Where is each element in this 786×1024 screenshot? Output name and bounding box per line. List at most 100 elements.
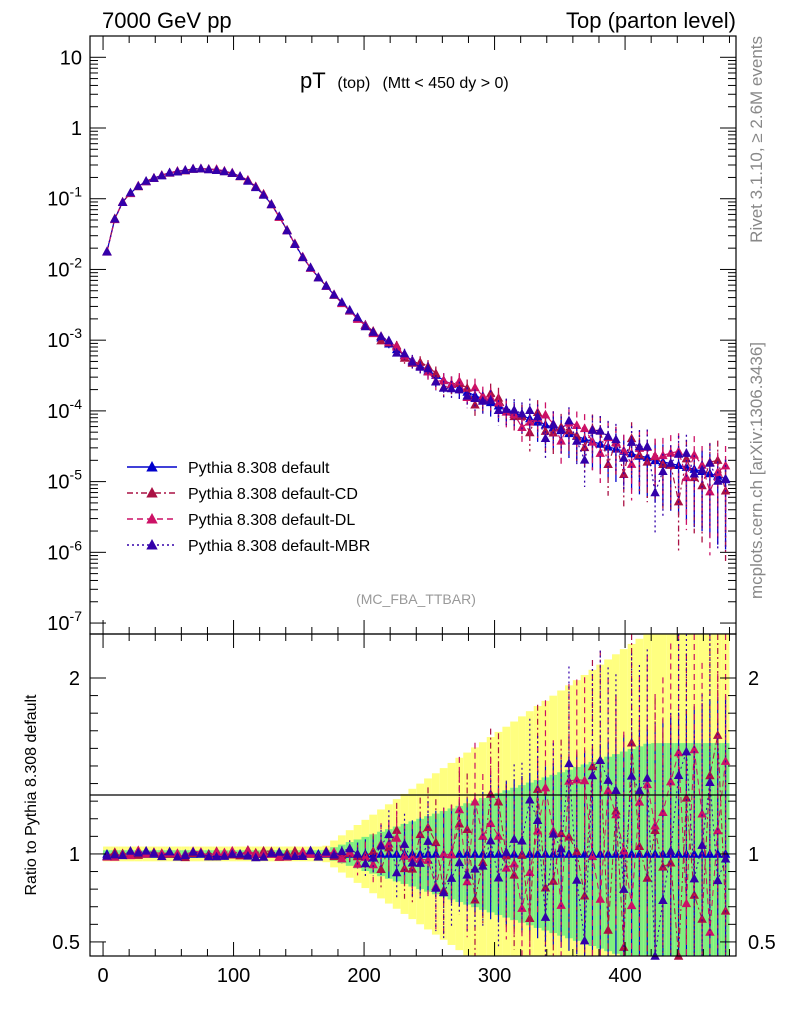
ratio-point-2-41 <box>423 855 433 864</box>
legend-entry-3: Pythia 8.308 default-MBR <box>188 538 370 555</box>
ratio-point-3-59 <box>564 758 574 768</box>
ratio-point-3-7 <box>157 851 167 861</box>
data-point-3-23 <box>282 225 292 235</box>
ratio-point-1-67 <box>626 737 637 747</box>
ratio-plot: 0.5 0.5 1 1 2 2 0 100 200 300 400 <box>52 633 776 987</box>
ratio-ytick-label-left: 2 <box>69 668 80 690</box>
ratio-point-3-36 <box>384 829 394 839</box>
legend-marker-0 <box>146 461 158 472</box>
ratio-point-2-3 <box>125 850 136 860</box>
ratio-point-3-23 <box>282 850 292 860</box>
plot-title-main: pT <box>300 68 325 93</box>
main-plot: 10 1 10-1 10-2 10-3 10-4 10-5 10-6 10-7 <box>47 35 737 635</box>
data-point-2-43 <box>438 375 449 385</box>
data-point-3-52 <box>509 404 519 414</box>
legend-entry-1: Pythia 8.308 default-CD <box>188 486 358 503</box>
ratio-point-3-39 <box>407 857 418 867</box>
data-point-3-38 <box>399 348 410 358</box>
main-ytick-label: 10-1 <box>47 184 82 211</box>
data-point-3-37 <box>391 347 402 357</box>
ratio-point-2-73 <box>673 747 684 757</box>
data-point-3-79 <box>720 474 731 484</box>
data-point-3-55 <box>532 411 543 421</box>
ratio-point-3-48 <box>478 860 488 870</box>
ratio-point-3-37 <box>391 867 402 877</box>
data-point-3-30 <box>337 297 347 306</box>
data-point-3-2 <box>117 197 128 206</box>
ratio-point-3-27 <box>313 851 324 861</box>
ratio-point-0-45 <box>454 848 465 858</box>
ratio-point-3-63 <box>595 755 606 765</box>
data-point-3-77 <box>705 458 715 467</box>
ratio-point-3-49 <box>485 835 496 845</box>
ratio-point-3-74 <box>681 746 692 756</box>
legend-entry-2: Pythia 8.308 default-DL <box>188 512 355 529</box>
ratio-point-3-4 <box>133 847 144 857</box>
data-point-2-75 <box>689 449 699 459</box>
ratio-point-3-13 <box>204 851 214 861</box>
ratio-ylabel: Ratio to Pythia 8.308 default <box>23 694 40 896</box>
ratio-point-3-19 <box>250 852 261 862</box>
ratio-point-1-35 <box>376 864 386 874</box>
data-point-0-69 <box>642 452 653 462</box>
plot-title-sub: (top) <box>337 75 370 92</box>
ratio-point-2-56 <box>540 782 551 792</box>
xtick-label: 200 <box>347 965 380 987</box>
ratio-point-3-38 <box>399 839 410 848</box>
mcplots-label: mcplots.cern.ch [arXiv:1306.3436] <box>747 342 766 599</box>
legend-marker-3 <box>146 539 158 550</box>
series-line-2 <box>106 167 726 494</box>
ratio-point-3-17 <box>235 848 245 858</box>
data-point-3-15 <box>219 166 230 176</box>
data-point-3-63 <box>595 425 606 435</box>
header-left: 7000 GeV pp <box>102 8 232 33</box>
data-point-3-3 <box>125 187 136 197</box>
data-point-3-10 <box>180 165 191 174</box>
ratio-plot-frame <box>89 633 737 957</box>
ratio-point-2-25 <box>297 846 308 856</box>
ratio-point-2-39 <box>407 853 418 862</box>
ratio-point-3-10 <box>180 850 191 860</box>
ratio-point-3-1 <box>110 849 120 859</box>
series-line-0 <box>106 168 726 480</box>
header-right: Top (parton level) <box>566 8 736 33</box>
main-ytick-label: 10 <box>60 47 82 69</box>
legend: Pythia 8.308 default Pythia 8.308 default… <box>127 460 370 555</box>
data-point-3-11 <box>188 163 198 173</box>
data-point-3-26 <box>305 262 316 272</box>
ratio-point-2-75 <box>689 744 699 754</box>
ratio-point-2-52 <box>509 858 519 868</box>
ratio-ytick-label-right: 1 <box>748 844 759 866</box>
data-point-2-53 <box>517 422 527 431</box>
ratio-point-2-45 <box>454 804 465 814</box>
data-point-3-40 <box>415 362 425 371</box>
ratio-point-3-69 <box>642 772 653 782</box>
ratio-ytick-label-right: 2 <box>748 668 759 690</box>
main-ytick-label: 1 <box>71 118 82 140</box>
data-point-3-21 <box>266 199 277 209</box>
ratio-line-2 <box>106 749 727 933</box>
data-point-3-9 <box>172 166 183 176</box>
data-point-3-78 <box>712 475 723 485</box>
ratio-point-3-53 <box>517 835 527 845</box>
ratio-point-3-12 <box>196 848 206 858</box>
ratio-point-2-18 <box>243 846 253 855</box>
legend-marker-1 <box>146 487 158 498</box>
ratio-point-3-15 <box>219 851 230 860</box>
data-point-3-18 <box>243 176 253 185</box>
rivet-label: Rivet 3.1.10, ≥ 2.6M events <box>747 36 766 243</box>
ratio-point-3-51 <box>501 847 512 857</box>
ratio-point-2-59 <box>564 775 574 785</box>
data-point-3-19 <box>250 182 261 192</box>
ratio-point-2-60 <box>572 774 582 784</box>
data-point-2-72 <box>665 447 676 457</box>
main-ytick-label: 10-3 <box>47 325 82 352</box>
ratio-point-3-32 <box>352 848 363 858</box>
ratio-point-3-9 <box>172 851 183 861</box>
plot-title-cond: (Mtt < 450 dy > 0) <box>382 75 508 92</box>
data-point-2-77 <box>705 486 715 496</box>
data-point-3-60 <box>572 436 582 445</box>
legend-marker-2 <box>146 513 158 524</box>
main-ytick-label: 10-5 <box>47 467 82 494</box>
xtick-label: 400 <box>608 965 641 987</box>
